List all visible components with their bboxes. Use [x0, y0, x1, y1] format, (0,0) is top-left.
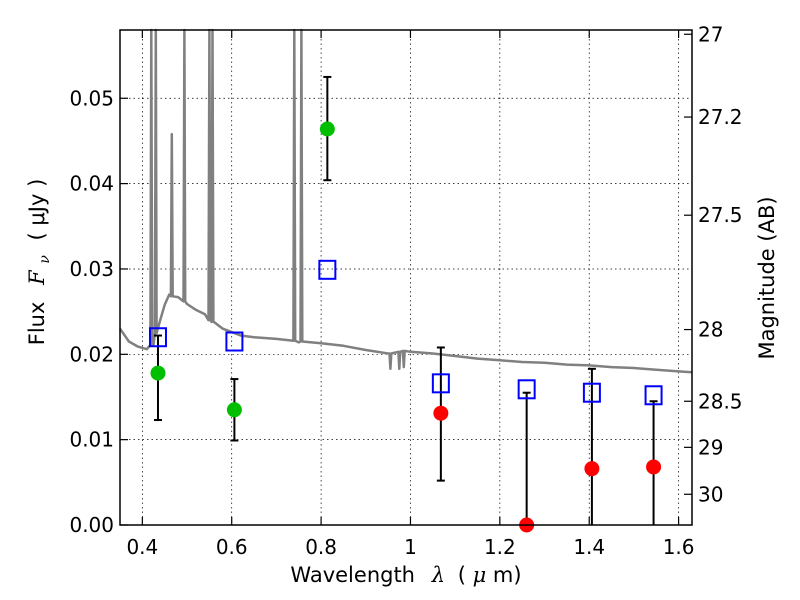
y-axis-title-subscript: ν [37, 255, 53, 264]
y-tick-label-2: 0.02 [69, 342, 114, 366]
detection-point-0 [150, 365, 166, 381]
model-sed-line [118, 28, 693, 374]
mag-tick-label-5: 29 [698, 435, 723, 459]
x-axis-title: Wavelength λ ( μ m) [290, 563, 521, 587]
x-tick-label-1: 0.6 [216, 535, 248, 559]
x-tick-label-3: 1 [404, 535, 417, 559]
x-axis-title-unit-rest: m) [493, 563, 522, 587]
x-tick-label-2: 0.8 [305, 535, 337, 559]
model-square-3 [431, 373, 450, 394]
upper-limit-point-3 [646, 459, 662, 475]
y-axis-title: Flux F ν ( μJy ) [25, 179, 54, 346]
x-tick-label-4: 1.2 [484, 535, 516, 559]
y-axis-title-symbol: F [25, 269, 49, 286]
y-axis-title-unit: ( μJy ) [25, 179, 49, 241]
plot-frame [119, 29, 693, 526]
grid-lines [120, 30, 692, 525]
y-axis-title-prefix: Flux [25, 302, 49, 346]
x-tick-label-0: 0.4 [126, 535, 158, 559]
detection-point-2 [319, 121, 335, 137]
model-square-4 [517, 379, 536, 400]
mag-tick-label-0: 27 [698, 22, 723, 46]
detection-point-1 [226, 402, 242, 418]
model-square-5 [582, 382, 601, 403]
model-square-0 [148, 327, 167, 348]
y-tick-label-4: 0.04 [69, 172, 114, 196]
model-square-2 [318, 259, 337, 280]
x-axis-title-symbol: λ [431, 563, 445, 587]
ticks-layer [120, 30, 692, 526]
y-tick-label-1: 0.01 [69, 428, 114, 452]
mag-tick-label-6: 30 [698, 482, 723, 506]
x-tick-label-5: 1.4 [573, 535, 605, 559]
x-axis-title-unit-open: ( [458, 563, 466, 587]
mag-tick-label-4: 28.5 [698, 389, 743, 413]
x-axis-title-unit-mu: μ [473, 563, 487, 587]
mag-tick-label-2: 27.5 [698, 203, 743, 227]
model-sed-layer [118, 28, 693, 374]
x-axis-title-prefix: Wavelength [290, 563, 415, 587]
y-tick-label-5: 0.05 [69, 86, 114, 110]
upper-limit-point-2 [584, 461, 600, 477]
x-tick-label-6: 1.6 [663, 535, 695, 559]
model-square-6 [644, 385, 663, 406]
y-tick-label-3: 0.03 [69, 257, 114, 281]
upper-limit-point-0 [433, 405, 449, 421]
mag-tick-label-3: 28 [698, 318, 723, 342]
markers-layer [148, 121, 663, 533]
tick-labels-layer: 0.4 0.6 0.8 1 1.2 1.4 1.6 0.00 0.01 0.02 0.03 0.04 0… [69, 22, 742, 559]
y2-axis-title: Magnitude (AB) [755, 196, 779, 359]
model-square-1 [225, 331, 244, 352]
mag-tick-label-1: 27.2 [698, 105, 743, 129]
y-tick-label-0: 0.00 [69, 513, 114, 537]
